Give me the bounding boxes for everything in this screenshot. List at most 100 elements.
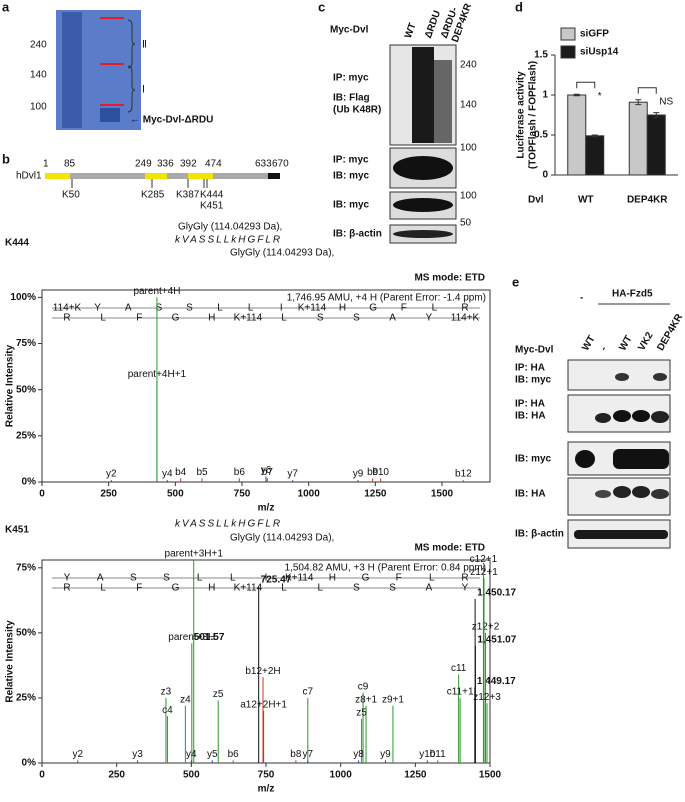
sequence-residue: S [163,573,170,584]
band [393,230,453,238]
peak-label: b12 [455,469,472,480]
sequence-residue: K+114 [234,313,263,324]
band [393,156,453,180]
sequence-residue: A [425,583,432,594]
band [613,410,631,422]
peak-label: b5 [196,467,208,478]
sequence-residue: R [461,303,468,314]
y-tick-label: 0% [22,477,37,488]
sequence-residue: L [100,583,106,594]
spectrum-label: K451 [5,525,29,536]
legend-label: siUsp14 [580,47,619,58]
bracket [127,65,136,113]
peak-label: y4 [186,749,197,760]
x-tick-label: 0 [39,770,45,781]
sequence-residue: R [63,583,70,594]
y-tick-label: 75% [16,338,36,349]
y-tick-label: 50% [16,384,36,395]
site-label: K285 [141,190,165,201]
legend-label: siGFP [580,29,609,40]
domain [145,173,167,179]
x-tick-label: 1500 [431,489,454,500]
blot-label: IB: HA [515,411,546,422]
error-bar [573,93,580,97]
peak-label: parent+4H+1 [128,369,187,380]
x-tick-label: 1250 [364,489,387,500]
sequence-residue: S [353,583,360,594]
x-tick-label: 1000 [298,489,321,500]
lane-label: - [598,344,609,352]
position: 249 [135,159,152,170]
ms-mode: MS mode: ETD [414,273,485,284]
peak-label: z5 [356,707,367,718]
site-label: K451 [200,201,224,212]
modification: GlyGly (114.04293 Da), [230,533,334,544]
x-tick-label: 1500 [479,770,502,781]
precursor: 1,746.95 AMU, +4 H (Parent Error: -1.4 p… [287,293,486,304]
lane-label: WT [617,334,634,353]
x-tick-label: 0 [39,489,45,500]
peak-label: y6 [261,465,272,476]
sequence-residue: S [130,573,137,584]
y-tick-label: 0% [22,758,37,769]
peak-label: b6 [234,467,246,478]
sequence-residue: Y [425,313,432,324]
plot-frame [41,289,491,483]
peak-label: a12+2H+1 [240,700,287,711]
sequence-residue: G [172,313,180,324]
legend-swatch [560,45,576,59]
blot-label: IP: myc [333,73,369,84]
sequence-residue: A [97,573,104,584]
position: 670 [272,159,289,170]
peak-label: y5 [207,749,218,760]
peak-label: b9 [367,467,379,478]
blot-label: IB: myc [333,200,370,211]
protein-label: hDvl1 [16,171,42,182]
y-tick-label: 25% [16,430,36,441]
bar [646,114,666,176]
marker-label: 240 [30,40,47,51]
sequence-residue: I [280,303,283,314]
sequence-residue: A [125,303,132,314]
sequence-residue: S [353,313,360,324]
sequence-residue: Y [94,303,101,314]
x-tick-label: 750 [258,770,275,781]
panel-letter: c [318,0,325,14]
band [615,373,629,381]
lane-label: DEP4KR [655,312,685,353]
peak-label: y2 [106,469,117,480]
blot-label: IB: β-actin [515,529,564,540]
sequence-residue: H [339,303,346,314]
sequence-residue: S [389,583,396,594]
panel-letter: b [2,151,10,166]
peak-mz: 501.57 [194,632,225,643]
sequence-residue: H [329,573,336,584]
position: 85 [64,159,76,170]
sequence-residue: A [389,313,396,324]
blot-label: IB: myc [333,171,370,182]
marker-label: 240 [460,60,477,71]
x-tick-label: 500 [183,770,200,781]
marker-label: 100 [460,191,477,202]
group-label: HA-Fzd5 [612,289,653,300]
error-bar [591,134,598,138]
band [393,198,453,212]
sequence-residue: 114+K [451,313,480,324]
y-tick-label: 75% [16,562,36,573]
sequence-residue: L [432,303,438,314]
x-tick-label: 750 [234,489,251,500]
y-axis-label: Luciferase activity [516,71,527,159]
peak-label: b4 [175,467,187,478]
gel-lane [62,12,82,128]
peak-label: z8+1 [355,694,377,705]
peak-mz: 725.47 [261,575,292,586]
sequence-residue: R [63,313,70,324]
position: 474 [205,159,222,170]
y-tick-label: 1.5 [534,50,548,61]
significance-bracket [637,87,657,94]
sequence-residue: Y [462,583,469,594]
marker-label: 140 [460,100,477,111]
domain [45,173,70,179]
peak-label: y9 [353,469,364,480]
